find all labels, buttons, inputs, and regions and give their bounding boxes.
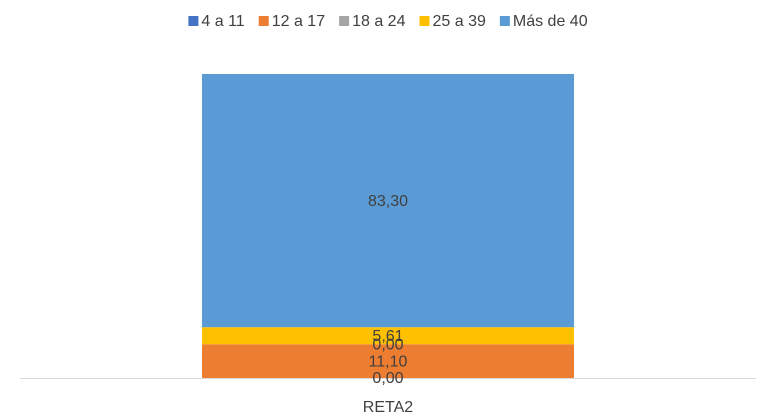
data-label: 0,00 xyxy=(372,336,403,353)
data-label: 5,61 xyxy=(372,328,403,345)
legend-swatch xyxy=(419,16,430,26)
data-label: 11,10 xyxy=(369,353,408,370)
x-tick-label: RETA2 xyxy=(363,399,413,416)
legend-swatch xyxy=(188,16,199,26)
bar-segment xyxy=(202,74,574,328)
legend-label: 12 a 17 xyxy=(272,13,325,30)
legend-label: 4 a 11 xyxy=(201,13,244,30)
data-label: 83,30 xyxy=(368,193,408,210)
legend-swatch xyxy=(499,16,510,26)
legend-swatch xyxy=(258,16,269,26)
legend-label: 25 a 39 xyxy=(432,13,485,30)
legend-swatch xyxy=(339,16,350,26)
bar-segment xyxy=(202,327,574,345)
data-label: 0,00 xyxy=(372,370,403,387)
bar-segment xyxy=(202,344,574,378)
legend-label: 18 a 24 xyxy=(352,13,405,30)
legend: 4 a 11 12 a 17 18 a 24 25 a 39 Más de 40 xyxy=(188,13,588,30)
legend-label: Más de 40 xyxy=(513,13,588,30)
